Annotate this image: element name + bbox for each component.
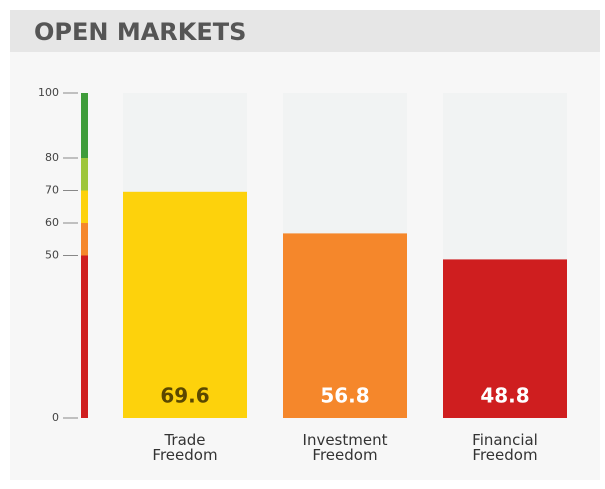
y-tick-label: 60	[45, 216, 59, 229]
scale-band	[81, 93, 88, 158]
bar	[123, 191, 247, 418]
x-tick-label: Financial Freedom	[472, 431, 538, 464]
scale-band	[81, 223, 88, 256]
bar	[443, 259, 567, 418]
value-label: 48.8	[480, 384, 529, 408]
chart-title: OPEN MARKETS	[34, 18, 246, 46]
y-tick-label: 50	[45, 249, 59, 262]
scale-band	[81, 255, 88, 418]
value-label: 56.8	[320, 384, 369, 408]
y-tick-label: 70	[45, 184, 59, 197]
scale-band	[81, 190, 88, 223]
y-tick-label: 80	[45, 151, 59, 164]
value-label: 69.6	[160, 384, 209, 408]
y-tick-label: 100	[38, 86, 59, 99]
scale-band	[81, 158, 88, 191]
bar	[283, 233, 407, 418]
header	[10, 10, 600, 52]
x-tick-label: Trade Freedom	[152, 431, 217, 464]
x-tick-label: Investment Freedom	[303, 431, 388, 464]
y-tick-label: 0	[52, 411, 59, 424]
